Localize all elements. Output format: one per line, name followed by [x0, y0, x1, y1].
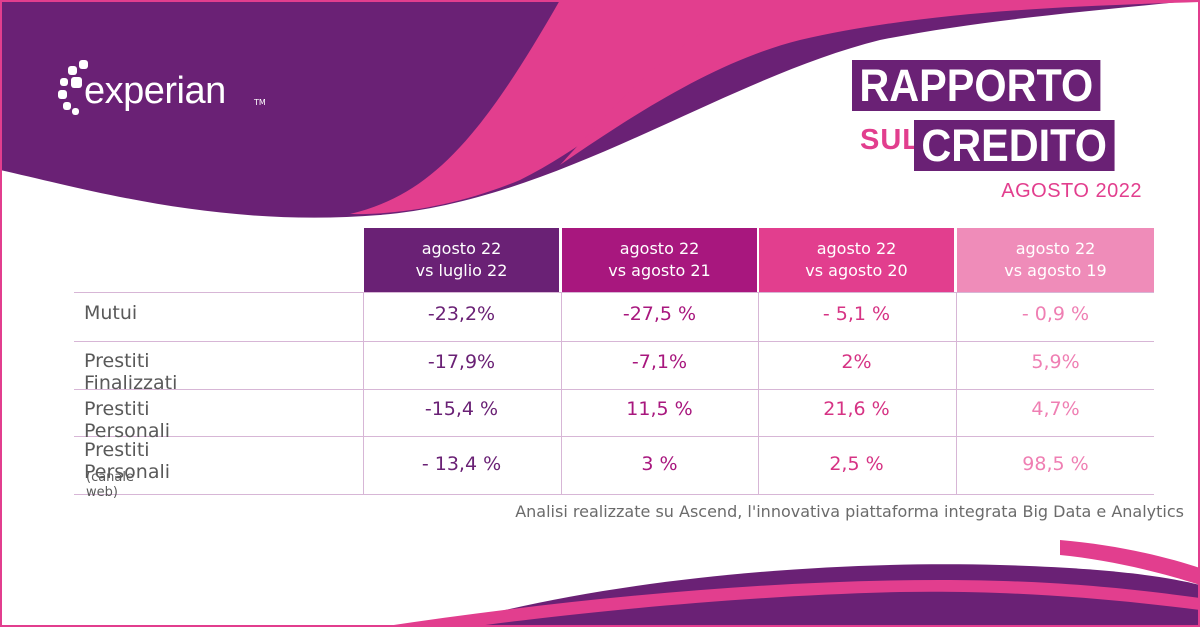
table-cell: 2,5 % — [829, 453, 884, 475]
table-cell: 21,6 % — [823, 398, 890, 420]
column-header: agosto 22 vs agosto 21 — [562, 228, 757, 292]
logo-wordmark: experian — [84, 70, 226, 112]
title-sul: SUL — [860, 124, 921, 156]
row-label: Prestiti Finalizzati — [84, 350, 178, 394]
column-header-line: agosto 22 — [421, 239, 502, 258]
table-cell: 98,5 % — [1022, 453, 1089, 475]
table-cell: -15,4 % — [424, 398, 499, 420]
logo-mark-icon — [58, 60, 88, 122]
column-divider — [363, 292, 364, 494]
column-header: agosto 22 vs luglio 22 — [364, 228, 559, 292]
row-divider — [74, 389, 1154, 390]
footnote: Analisi realizzate su Ascend, l'innovati… — [515, 502, 1184, 521]
column-divider — [561, 292, 562, 494]
table-cell: 3 % — [641, 453, 678, 475]
column-header-line: vs luglio 22 — [415, 261, 508, 280]
experian-logo: experian TM — [58, 60, 266, 130]
row-sublabel: (canale web) — [86, 470, 135, 500]
column-header: agosto 22 vs agosto 20 — [759, 228, 954, 292]
row-divider — [74, 341, 1154, 342]
table-cell: 2% — [841, 351, 872, 373]
table-cell: -7,1% — [631, 351, 688, 373]
table-cell: -17,9% — [427, 351, 496, 373]
column-divider — [758, 292, 759, 494]
row-label: Mutui — [84, 302, 138, 324]
title-line-1: RAPPORTO — [852, 60, 1101, 111]
row-label: Prestiti Personali — [84, 398, 171, 442]
column-header-line: agosto 22 — [619, 239, 700, 258]
table-cell: - 0,9 % — [1021, 303, 1090, 325]
table-cell: -23,2% — [427, 303, 496, 325]
column-header-line: vs agosto 21 — [608, 261, 711, 280]
column-header: agosto 22 vs agosto 19 — [957, 228, 1154, 292]
report-date: AGOSTO 2022 — [1001, 180, 1142, 202]
row-label: Prestiti Personali — [84, 439, 171, 483]
column-divider — [956, 292, 957, 494]
table-cell: - 13,4 % — [421, 453, 502, 475]
logo-trademark: TM — [254, 98, 266, 107]
column-header-line: vs agosto 20 — [805, 261, 908, 280]
row-divider — [74, 292, 1154, 293]
table-cell: 11,5 % — [626, 398, 693, 420]
row-divider — [74, 436, 1154, 437]
table-cell: 4,7% — [1031, 398, 1080, 420]
column-header-line: agosto 22 — [816, 239, 897, 258]
table-cell: -27,5 % — [622, 303, 697, 325]
row-divider — [74, 494, 1154, 495]
table-cell: - 5,1 % — [822, 303, 891, 325]
title-line-2: CREDITO — [914, 120, 1115, 171]
column-header-line: agosto 22 — [1015, 239, 1096, 258]
column-header-line: vs agosto 19 — [1004, 261, 1107, 280]
table-cell: 5,9% — [1031, 351, 1080, 373]
